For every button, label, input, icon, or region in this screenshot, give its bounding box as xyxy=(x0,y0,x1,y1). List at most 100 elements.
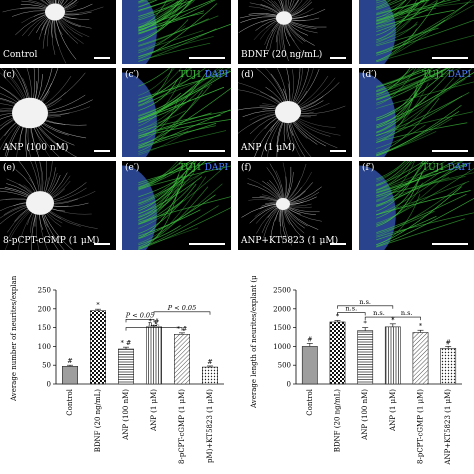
y-tick-label: 0 xyxy=(287,381,291,389)
comparison-bracket xyxy=(364,316,394,321)
significance-mark: * xyxy=(96,301,100,309)
scale-bar xyxy=(330,57,346,59)
scale-bar xyxy=(189,243,225,245)
comparison-bracket xyxy=(337,305,394,309)
comparison-label: P < 0.05 xyxy=(125,311,154,319)
panel-label: (e) xyxy=(3,163,16,173)
panel-a2 xyxy=(122,0,231,64)
significance-mark: * xyxy=(336,312,340,320)
category-label: Control xyxy=(306,388,314,415)
panel-label: (d′) xyxy=(362,70,377,80)
comparison-bracket xyxy=(125,319,155,323)
significance-mark: # xyxy=(445,338,450,346)
panel-c: (c) ANP (100 nM) xyxy=(0,68,116,157)
panel-e: (e) 8-pCPT-cGMP (1 μM) xyxy=(0,161,116,250)
y-tick-label: 2000 xyxy=(273,305,291,313)
significance-mark: * # xyxy=(121,339,132,347)
y-tick-label: 0 xyxy=(47,381,51,389)
micrograph-image xyxy=(359,0,474,64)
bar-charts: 0 50 100 150 200 250 Average number of neurite… xyxy=(10,276,462,466)
comparison-bracket xyxy=(392,316,421,321)
micrograph-image xyxy=(0,161,98,250)
comparison-label: n.s. xyxy=(401,309,413,317)
panel-condition: ANP (1 μM) xyxy=(241,143,295,153)
comparison-label: n.s. xyxy=(148,320,160,328)
panel-label: (f) xyxy=(241,163,252,173)
stain-dapi-label: DAPI xyxy=(444,70,471,80)
stain-legend: TUJ1 DAPI xyxy=(422,71,471,80)
category-label: ANP (1 μM) xyxy=(150,389,158,432)
scale-bar xyxy=(94,243,110,245)
y-tick-label: 250 xyxy=(38,287,51,295)
scale-bar xyxy=(330,243,346,245)
category-label: Control xyxy=(66,388,74,415)
category-label: pM)+KT5823 (1 μM) xyxy=(206,389,214,463)
panel-condition: ANP (100 nM) xyxy=(3,143,69,153)
micrograph-image xyxy=(122,0,231,64)
bar xyxy=(90,310,107,385)
y-tick-label: 50 xyxy=(42,362,51,370)
micrograph-image xyxy=(359,68,474,157)
y-tick-label: 2500 xyxy=(273,287,291,295)
stain-dapi-label: DAPI xyxy=(201,70,228,80)
bar xyxy=(384,326,401,385)
comparison-label: n.s. xyxy=(359,298,371,306)
panel-f2: (f′) TUJ1 DAPI xyxy=(359,161,474,250)
scale-bar xyxy=(330,150,346,152)
significance-mark: # xyxy=(307,335,312,343)
stain-dapi-label: DAPI xyxy=(444,163,471,173)
bar xyxy=(118,348,135,385)
stain-tuj1-label: TUJ1 xyxy=(179,70,202,80)
y-axis-label: Average length of neurites/explant (μm) xyxy=(250,276,258,409)
comparison-label: n.s. xyxy=(346,305,358,313)
bar xyxy=(61,366,78,385)
micrograph-image xyxy=(241,162,322,246)
category-label: ANP (1 μM) xyxy=(389,389,397,432)
panel-condition: 8-pCPT-cGMP (1 μM) xyxy=(3,236,100,246)
stain-tuj1-label: TUJ1 xyxy=(179,163,202,173)
stain-legend: TUJ1 DAPI xyxy=(179,164,228,173)
y-axis-label: Average number of neurites/explant xyxy=(10,276,18,402)
panel-f: (f) ANP+KT5823 (1 μM) xyxy=(238,161,352,250)
y-tick-label: 1000 xyxy=(273,343,291,351)
bar xyxy=(329,321,346,385)
bar xyxy=(357,330,374,385)
stain-tuj1-label: TUJ1 xyxy=(422,70,445,80)
panel-c2: (c′) TUJ1 DAPI xyxy=(122,68,231,157)
stain-dapi-label: DAPI xyxy=(201,163,228,173)
category-label: ANP+KT5823 (1 μM) xyxy=(444,389,452,466)
panel-label: (e′) xyxy=(125,163,140,173)
significance-mark: # xyxy=(207,358,212,366)
bar xyxy=(202,366,219,385)
y-tick-label: 100 xyxy=(38,343,51,351)
micrograph-image xyxy=(238,0,327,61)
y-tick-label: 500 xyxy=(278,362,291,370)
micrograph-image xyxy=(0,68,93,157)
significance-mark: # xyxy=(67,357,72,365)
panel-e2: (e′) TUJ1 DAPI xyxy=(122,161,231,250)
stain-legend: TUJ1 DAPI xyxy=(179,71,228,80)
micrograph-image xyxy=(122,161,231,250)
comparison-label: P < 0.05 xyxy=(167,304,196,312)
micrograph-image xyxy=(2,0,104,64)
scale-bar xyxy=(189,150,225,152)
y-tick-label: 150 xyxy=(38,324,51,332)
scale-bar xyxy=(432,57,468,59)
y-tick-label: 1500 xyxy=(273,324,291,332)
bar xyxy=(146,326,163,385)
significance-mark: * xyxy=(419,322,423,330)
micrograph-image xyxy=(359,161,474,250)
category-label: BDNF (20 ng/mL) xyxy=(94,389,102,452)
stain-legend: TUJ1 DAPI xyxy=(422,164,471,173)
panel-d: (d) ANP (1 μM) xyxy=(238,68,352,157)
comparison-bracket xyxy=(337,312,366,316)
panel-b2 xyxy=(359,0,474,64)
bar xyxy=(301,346,318,385)
significance-mark: * xyxy=(391,316,395,324)
panel-label: (d) xyxy=(241,70,254,80)
bar xyxy=(412,332,429,385)
panel-label: (c) xyxy=(3,70,16,80)
panel-label: (c′) xyxy=(125,70,140,80)
micrograph-image xyxy=(238,68,346,157)
panel-a: Control xyxy=(0,0,116,64)
